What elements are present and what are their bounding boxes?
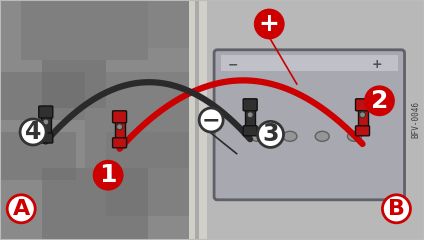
FancyBboxPatch shape [355,126,370,136]
Bar [41,116,51,138]
Ellipse shape [283,131,297,141]
FancyBboxPatch shape [39,133,53,143]
Circle shape [255,10,283,38]
Bar [357,109,368,131]
Circle shape [199,108,223,132]
FancyBboxPatch shape [112,111,127,123]
FancyBboxPatch shape [214,50,404,200]
Text: 4: 4 [25,120,41,144]
Ellipse shape [315,131,329,141]
FancyBboxPatch shape [243,99,257,111]
Bar [189,0,207,240]
Circle shape [94,161,122,189]
Text: A: A [13,199,30,219]
Circle shape [20,119,46,145]
Text: −: − [228,58,238,71]
Text: +: + [259,12,280,36]
Circle shape [365,87,393,115]
Text: 1: 1 [99,163,117,187]
FancyBboxPatch shape [355,99,370,111]
Bar [221,55,398,71]
Bar [85,72,191,168]
Circle shape [7,195,35,223]
Text: B: B [388,199,405,219]
Bar [195,0,199,240]
Text: 3: 3 [262,122,279,146]
Bar [106,132,195,216]
FancyBboxPatch shape [112,138,127,148]
FancyBboxPatch shape [243,126,257,136]
FancyBboxPatch shape [39,106,53,118]
Text: +: + [372,58,383,71]
Bar [0,72,85,120]
Bar [42,168,148,240]
Ellipse shape [348,131,362,141]
Ellipse shape [251,131,265,141]
Circle shape [360,112,365,118]
Bar [42,60,106,108]
Bar [245,109,255,131]
Circle shape [247,112,253,118]
Circle shape [257,121,284,147]
Circle shape [43,119,49,125]
Text: 2: 2 [371,89,388,113]
Circle shape [117,124,123,130]
Bar [0,132,76,180]
Bar [0,0,197,240]
Text: BFV-0046: BFV-0046 [412,102,421,138]
Bar [114,121,125,143]
Bar [21,0,148,60]
Circle shape [382,195,410,223]
Bar [197,0,424,240]
Text: −: − [202,110,220,130]
Bar [127,0,195,48]
